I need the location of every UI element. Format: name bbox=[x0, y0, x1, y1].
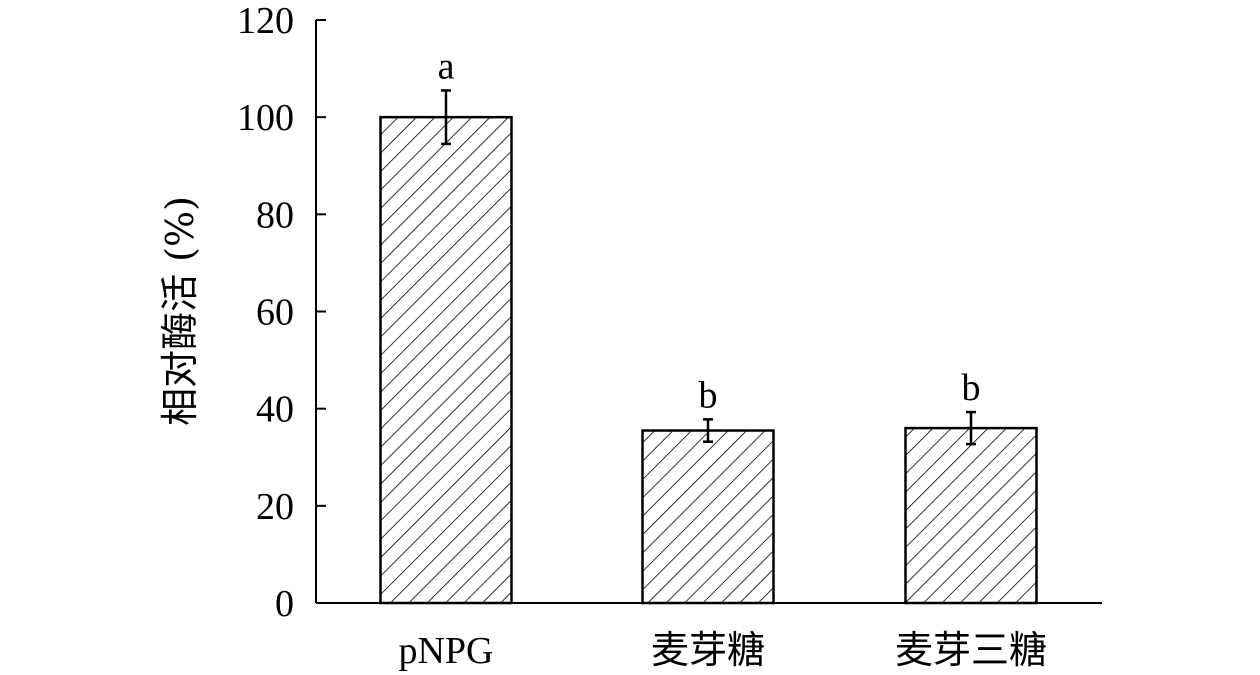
category-label: 麦芽糖 bbox=[651, 630, 765, 672]
bars bbox=[379, 89, 1038, 605]
category-label: 麦芽三糖 bbox=[895, 630, 1047, 672]
y-axis-title: 相对酶活 (%) bbox=[158, 196, 202, 426]
bar-1 bbox=[379, 115, 513, 605]
y-tick-label: 120 bbox=[237, 0, 294, 42]
labels: pNPG a 麦芽糖 b 麦芽三糖 b bbox=[398, 45, 1047, 672]
category-label: pNPG bbox=[398, 630, 493, 672]
y-tick-label: 60 bbox=[256, 292, 294, 334]
y-axis: 0 20 40 60 80 100 120 bbox=[237, 0, 326, 625]
y-tick-label: 100 bbox=[237, 97, 294, 139]
y-tick-label: 40 bbox=[256, 389, 294, 431]
y-tick-label: 0 bbox=[275, 583, 294, 625]
significance-label: b bbox=[699, 374, 718, 416]
bar-2 bbox=[641, 429, 775, 605]
significance-label: a bbox=[438, 45, 455, 87]
bar-3 bbox=[904, 426, 1038, 605]
significance-label: b bbox=[962, 367, 981, 409]
y-tick-label: 80 bbox=[256, 194, 294, 236]
y-tick-label: 20 bbox=[256, 486, 294, 528]
